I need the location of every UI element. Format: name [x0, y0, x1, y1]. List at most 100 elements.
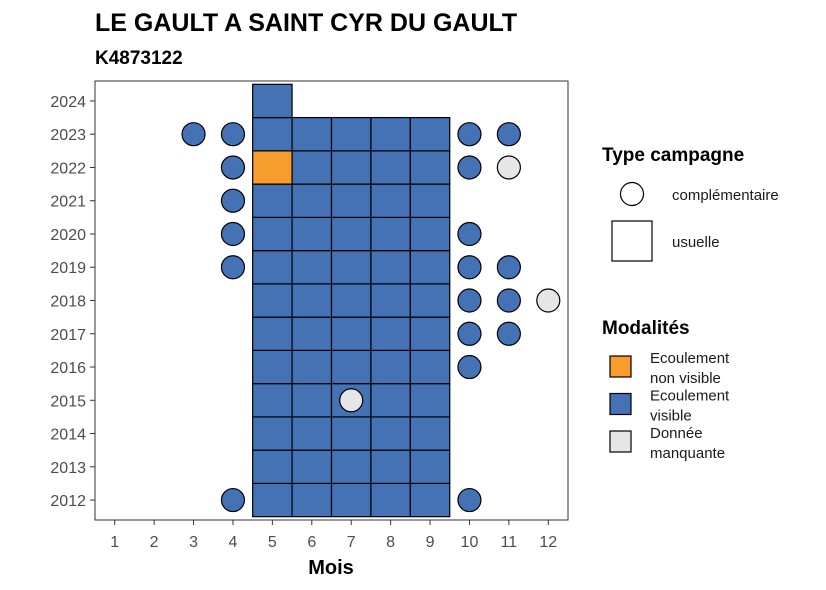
tile-2019-9 [409, 250, 451, 285]
x-tick-label: 9 [426, 534, 435, 551]
point-2020-10 [457, 221, 482, 247]
tile-2014-5 [252, 416, 293, 451]
y-tick-label: 2014 [50, 427, 86, 444]
tile-2020-9 [409, 216, 451, 252]
tile-2019-5 [252, 250, 293, 285]
tile-2015-6 [291, 383, 333, 418]
point-2022-11 [496, 155, 521, 180]
y-tick-label: 2016 [50, 360, 86, 377]
tile-2019-8 [370, 250, 411, 285]
y-tick-label: 2019 [50, 260, 86, 277]
tile-2016-5 [252, 349, 293, 385]
legend-circle-key [619, 181, 645, 207]
tile-2016-7 [330, 349, 372, 385]
tile-2022-8 [370, 150, 411, 185]
point-2023-3 [181, 122, 206, 147]
chart-title: LE GAULT A SAINT CYR DU GAULT [95, 9, 517, 37]
tile-2014-6 [291, 416, 333, 451]
tile-2015-9 [409, 383, 451, 418]
point-2012-4 [220, 487, 246, 513]
legend-type-label: complémentaire [672, 187, 779, 204]
point-2021-4 [220, 188, 246, 213]
point-2023-4 [220, 122, 246, 147]
tile-2020-8 [370, 216, 411, 252]
y-tick-label: 2020 [50, 227, 86, 244]
legend-modalite-label: Ecoulement [650, 350, 730, 367]
point-2022-4 [220, 155, 246, 180]
x-tick-label: 1 [110, 534, 119, 551]
tile-2022-6 [291, 150, 333, 185]
tile-2012-8 [370, 482, 411, 518]
tile-2022-7 [330, 150, 372, 185]
legend-modalite-label: visible [650, 408, 692, 425]
x-tick-label: 4 [229, 534, 238, 551]
point-2019-4 [220, 255, 246, 280]
x-tick-label: 5 [268, 534, 277, 551]
x-tick-label: 3 [189, 534, 198, 551]
tile-2015-5 [252, 383, 293, 418]
tile-2016-6 [291, 349, 333, 385]
tile-2021-5 [252, 183, 293, 218]
tile-2013-5 [252, 449, 293, 485]
legend-modalite-key [609, 392, 632, 416]
tile-2023-6 [291, 116, 333, 152]
tile-2023-7 [330, 116, 372, 152]
legend-modalite-label: non visible [650, 370, 721, 387]
point-2018-12 [536, 288, 561, 313]
point-2023-10 [457, 122, 482, 147]
point-2017-10 [457, 321, 482, 346]
tile-2018-6 [291, 283, 333, 318]
legend-modalite-label: manquante [650, 445, 725, 462]
tile-2022-9 [409, 150, 451, 185]
tile-2019-7 [330, 250, 372, 285]
data-marks [181, 83, 561, 518]
y-axis: 2012 2013 2014 2015 2016 2017 2018 2019 2020 2021… [50, 94, 95, 510]
tile-2012-7 [330, 482, 372, 518]
tile-2016-8 [370, 349, 411, 385]
tile-2017-7 [330, 316, 372, 351]
y-tick-label: 2017 [50, 327, 86, 344]
tile-2023-8 [370, 116, 411, 152]
x-axis-title: Mois [308, 557, 354, 579]
tile-2013-8 [370, 449, 411, 485]
tile-2018-5 [252, 283, 293, 318]
tile-2021-8 [370, 183, 411, 218]
tile-2012-6 [291, 482, 333, 518]
point-2015-7 [339, 388, 364, 413]
tile-2018-7 [330, 283, 372, 318]
tile-2020-7 [330, 216, 372, 252]
point-2023-11 [496, 122, 521, 147]
tile-2014-7 [330, 416, 372, 451]
tile-2020-6 [291, 216, 333, 252]
x-tick-label: 2 [150, 534, 159, 551]
tile-2023-5 [252, 116, 293, 152]
y-tick-label: 2024 [50, 94, 86, 111]
tile-2013-6 [291, 449, 333, 485]
point-2017-11 [496, 321, 521, 346]
point-2016-10 [457, 354, 482, 380]
tile-2014-9 [409, 416, 451, 451]
tile-2016-9 [409, 349, 451, 385]
legend-type-title: Type campagne [602, 145, 744, 166]
point-2019-11 [496, 255, 521, 280]
x-tick-label: 6 [307, 534, 316, 551]
tile-2018-8 [370, 283, 411, 318]
tile-2021-7 [330, 183, 372, 218]
tile-2014-8 [370, 416, 411, 451]
y-tick-label: 2022 [50, 160, 86, 177]
x-axis: 1 2 3 4 5 6 7 8 9 10 11 12 [110, 520, 557, 551]
point-2019-10 [457, 255, 482, 280]
tile-2012-9 [409, 482, 451, 518]
legend-modalite-key [609, 355, 632, 378]
x-tick-label: 11 [501, 534, 518, 551]
x-tick-label: 8 [386, 534, 395, 551]
y-tick-label: 2018 [50, 294, 86, 311]
tile-2015-8 [370, 383, 411, 418]
tile-2018-9 [409, 283, 451, 318]
legend-modalite-label: Ecoulement [650, 388, 730, 405]
x-tick-label: 7 [347, 534, 356, 551]
x-tick-label: 10 [461, 534, 479, 551]
chart-subtitle: K4873122 [95, 48, 183, 69]
point-2020-4 [220, 221, 246, 247]
point-2012-10 [457, 487, 482, 513]
